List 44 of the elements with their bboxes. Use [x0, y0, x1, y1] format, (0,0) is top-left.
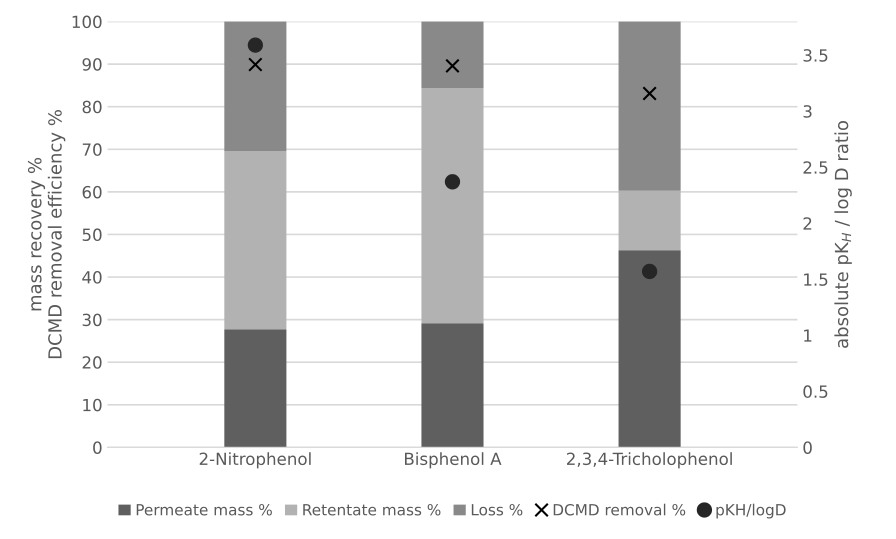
- bar: [224, 329, 286, 448]
- point: [642, 264, 658, 280]
- y-tick-label: 80: [82, 100, 102, 114]
- bar: [618, 190, 681, 250]
- point: [642, 86, 657, 101]
- bar: [224, 22, 286, 152]
- y-tick-label: 70: [82, 143, 102, 156]
- y2-tick-label: 3: [804, 105, 812, 118]
- point: [445, 58, 460, 74]
- bar: [421, 323, 484, 448]
- y-tick-label: 10: [83, 398, 102, 412]
- x-tick-label: Bisphenol A: [405, 452, 502, 468]
- y2-tick-label: 1: [804, 329, 812, 342]
- y-tick-label: 0: [93, 441, 102, 454]
- y2-tick-label: 3.5: [804, 49, 828, 62]
- y-tick-label: 100: [72, 16, 102, 28]
- legend-label: pKH/logD: [716, 504, 786, 518]
- y2-axis-title: absolute pK$_{H}$ / log D ratio: [834, 120, 852, 348]
- bar: [618, 22, 681, 191]
- y-tick-label: 50: [82, 228, 102, 242]
- y-axis-title: mass recovery % DCMD removal efficiency %: [28, 110, 66, 358]
- point: [444, 174, 460, 190]
- y-tick-label: 60: [82, 186, 102, 198]
- bar: [224, 151, 286, 330]
- point: [248, 37, 263, 53]
- y2-tick-label: 0.5: [803, 385, 828, 398]
- legend-label: Retentate mass %: [303, 504, 440, 516]
- legend-label: DCMD removal %: [554, 504, 686, 516]
- y2-tick-label: 1.5: [804, 273, 828, 286]
- bar: [618, 250, 681, 448]
- y2-tick-label: 0: [803, 441, 812, 454]
- x-tick-label: 2-Nitrophenol: [200, 452, 311, 468]
- bar: [421, 22, 484, 88]
- legend-label: Permeate mass %: [136, 504, 272, 516]
- y-tick-label: 40: [82, 271, 102, 284]
- y-tick-label: 20: [82, 356, 102, 369]
- y-tick-label: 90: [82, 58, 102, 71]
- point: [248, 57, 263, 72]
- y2-tick-label: 2: [804, 217, 812, 230]
- y2-tick-label: 2.5: [804, 161, 828, 174]
- bar: [421, 88, 484, 324]
- x-tick-label: 2,3,4-Tricholophenol: [567, 452, 732, 468]
- legend-label: Loss %: [472, 504, 522, 516]
- y-tick-label: 30: [82, 314, 102, 326]
